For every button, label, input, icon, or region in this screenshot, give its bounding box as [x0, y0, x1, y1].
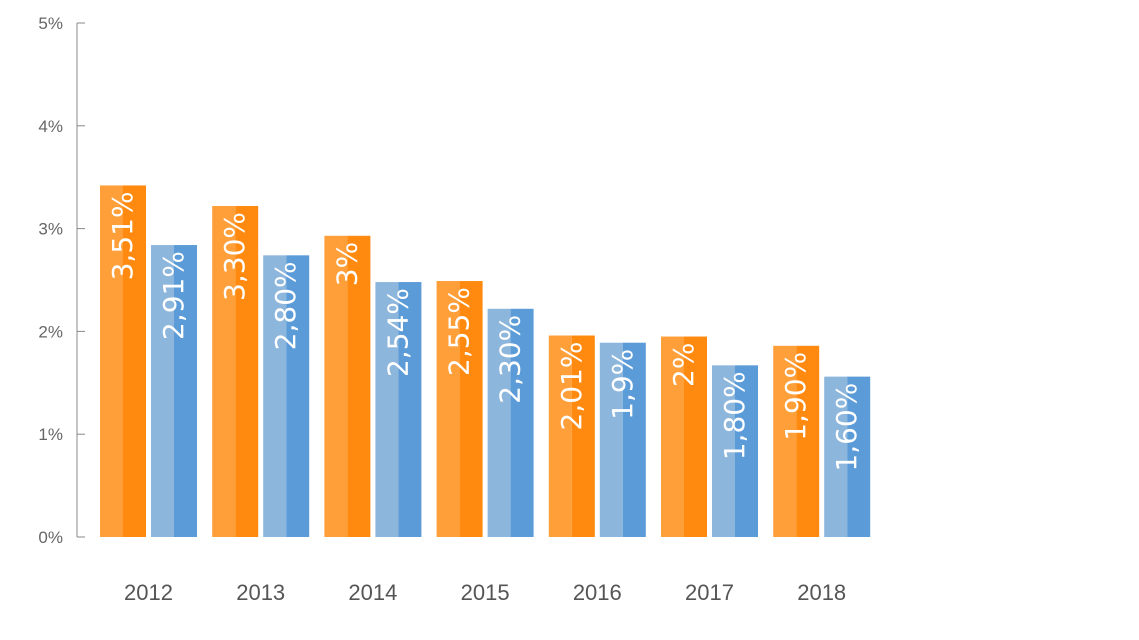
- data-label: 2,30%: [494, 315, 527, 404]
- bars: 3,51% 2,91% 3,30% 2,80% 3% 2,54% 2,55% 2,30% 2,0…: [100, 185, 871, 537]
- bar-left-half: [100, 185, 123, 537]
- y-tick-label: 3%: [38, 220, 63, 239]
- bar-2013-series-2: 2,80%: [263, 255, 310, 537]
- data-label: 1,80%: [718, 371, 751, 460]
- y-tick-label: 2%: [38, 322, 63, 341]
- bar-2012-series-1: 3,51%: [100, 185, 146, 537]
- bar-left-half: [436, 281, 460, 537]
- bar-right-half: [571, 335, 595, 537]
- data-label: 2,80%: [269, 261, 302, 350]
- bar-2014-series-2: 2,54%: [375, 282, 422, 537]
- bar-2012-series-2: 2,91%: [151, 245, 197, 537]
- bar-right-half: [286, 255, 310, 537]
- y-axis: 0% 1% 2% 3% 4% 5%: [38, 14, 85, 547]
- data-label: 2,01%: [555, 342, 588, 431]
- bar-2016-series-2: 1,9%: [599, 342, 646, 537]
- x-category-label: 2012: [124, 580, 173, 605]
- bar-2018-series-2: 1,60%: [824, 376, 871, 537]
- bar-2016-series-1: 2,01%: [548, 335, 595, 537]
- bar-left-half: [773, 345, 797, 537]
- y-tick-label: 4%: [38, 117, 63, 136]
- bar-right-half: [174, 245, 197, 537]
- x-category-label: 2018: [797, 580, 846, 605]
- data-label: 1,90%: [779, 352, 812, 441]
- x-category-label: 2016: [573, 580, 622, 605]
- data-label: 1,60%: [830, 383, 863, 472]
- x-category-label: 2014: [348, 580, 397, 605]
- bar-right-half: [235, 205, 259, 537]
- bar-right-half: [510, 308, 534, 537]
- bar-right-half: [796, 345, 820, 537]
- bar-right-half: [347, 235, 371, 537]
- bar-left-half: [263, 255, 287, 537]
- bar-right-half: [847, 376, 871, 537]
- bar-2014-series-1: 3%: [324, 235, 371, 537]
- y-tick-label: 1%: [38, 425, 63, 444]
- x-axis: 2012 2013 2014 2015 2016 2017 2018: [124, 580, 846, 605]
- bar-right-half: [123, 185, 146, 537]
- bar-left-half: [324, 235, 348, 537]
- data-label: 2,54%: [381, 288, 414, 377]
- bar-right-half: [735, 365, 758, 537]
- x-category-label: 2013: [236, 580, 285, 605]
- data-label: 1,9%: [606, 349, 639, 420]
- bar-left-half: [212, 205, 236, 537]
- bar-left-half: [661, 336, 684, 537]
- bar-2015-series-2: 2,30%: [487, 308, 534, 537]
- data-label: 3,51%: [106, 191, 139, 280]
- bar-left-half: [824, 376, 848, 537]
- data-label: 2,55%: [443, 287, 476, 376]
- y-tick-label: 5%: [38, 14, 63, 33]
- data-label: 2,91%: [157, 251, 190, 340]
- bar-left-half: [599, 342, 623, 537]
- bar-2017-series-1: 2%: [661, 336, 707, 537]
- bar-left-half: [487, 308, 511, 537]
- data-label: 3,30%: [218, 212, 251, 301]
- bar-right-half: [459, 281, 483, 537]
- bar-left-half: [712, 365, 735, 537]
- data-label: 3%: [330, 242, 363, 286]
- bar-right-half: [398, 282, 422, 537]
- y-tick-label: 0%: [38, 528, 63, 547]
- x-category-label: 2017: [685, 580, 734, 605]
- bar-right-half: [684, 336, 707, 537]
- bar-left-half: [151, 245, 174, 537]
- x-category-label: 2015: [461, 580, 510, 605]
- bar-right-half: [622, 342, 646, 537]
- bar-2015-series-1: 2,55%: [436, 281, 483, 537]
- bar-left-half: [375, 282, 399, 537]
- bar-left-half: [548, 335, 572, 537]
- bar-2018-series-1: 1,90%: [773, 345, 820, 537]
- data-label: 2%: [667, 343, 700, 387]
- bar-2013-series-1: 3,30%: [212, 205, 259, 537]
- bar-2017-series-2: 1,80%: [712, 365, 758, 537]
